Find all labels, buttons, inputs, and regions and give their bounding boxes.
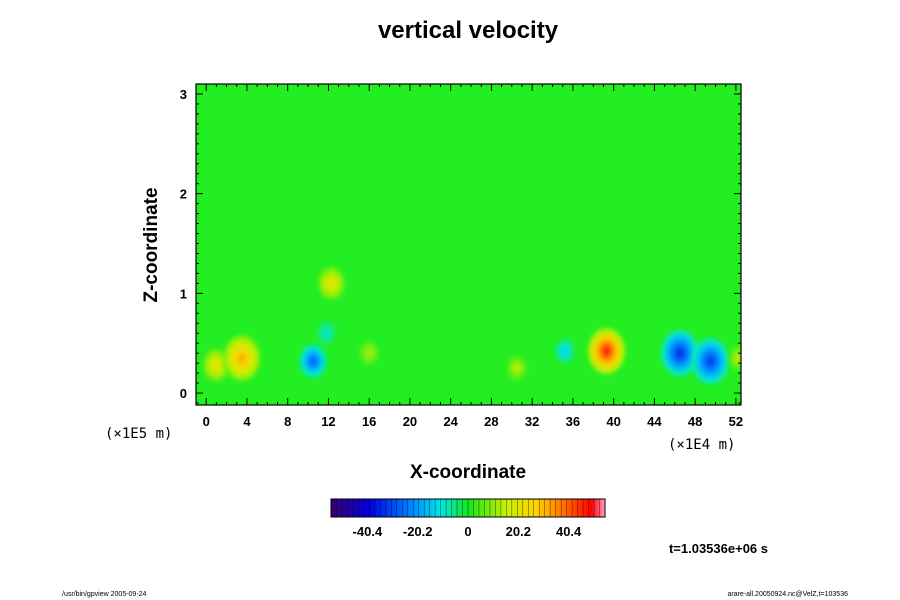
y-tick-label: 1: [180, 286, 187, 301]
x-tick-label: 48: [688, 414, 702, 429]
velocity-cell-updraft: [202, 348, 230, 382]
x-tick-label: 16: [362, 414, 376, 429]
velocity-cell-downdraft: [554, 338, 575, 364]
colorbar-tick-label: 20.2: [506, 524, 531, 539]
colorbar-tick-labels: -40.4 -20.2 0 20.2 40.4: [353, 524, 583, 539]
velocity-cell-downdraft: [299, 344, 327, 378]
velocity-cell-updraft: [223, 335, 261, 382]
velocity-cell-updraft: [317, 266, 346, 301]
velocity-contour: [562, 348, 567, 354]
colorbar-tick-label: 40.4: [556, 524, 582, 539]
colorbar-tick-label: 0: [464, 524, 471, 539]
x-tick-label: 44: [647, 414, 662, 429]
colorbar-frame: [330, 498, 606, 518]
x-tick-label: 0: [203, 414, 210, 429]
velocity-contour: [514, 365, 519, 371]
velocity-cell-updraft: [358, 340, 380, 366]
velocity-cell-downdraft: [661, 330, 699, 377]
velocity-contour: [367, 350, 372, 356]
x-tick-label: 8: [284, 414, 291, 429]
x-tick-label: 52: [729, 414, 743, 429]
velocity-contour: [324, 330, 329, 336]
footer-right: arare-all.20050924.nc@VelZ,t=103536: [727, 591, 848, 598]
x-axis: 0 4 8 12 16 20 24 28 32 36 40 44 48 52: [195, 84, 743, 429]
x-tick-label: 24: [443, 414, 458, 429]
velocity-contour: [328, 280, 335, 287]
y-axis-unit: (×1E5 m): [105, 426, 172, 442]
velocity-contour: [213, 361, 220, 369]
velocity-contour: [310, 357, 316, 365]
chart-title: vertical velocity: [378, 17, 559, 44]
velocity-field: [202, 266, 741, 385]
colorbar-tick-label: -40.4: [353, 524, 383, 539]
x-tick-label: 4: [243, 414, 251, 429]
footer-left: /usr/bin/gpview 2005-09-24: [62, 591, 147, 598]
velocity-cell-downdraft: [691, 338, 730, 385]
time-annotation: t=1.03536e+06 s: [669, 541, 768, 556]
velocity-contour: [706, 356, 715, 366]
velocity-contour: [602, 346, 611, 356]
velocity-cell-updraft: [506, 355, 528, 381]
velocity-contour: [736, 355, 741, 361]
y-axis-title: Z-coordinate: [141, 187, 162, 302]
plot-frame: [195, 83, 742, 406]
x-tick-label: 40: [606, 414, 620, 429]
x-tick-label: 12: [321, 414, 335, 429]
y-axis: 0 1 2 3: [180, 87, 741, 404]
velocity-contour: [676, 348, 684, 358]
velocity-cell-downdraft: [316, 320, 337, 346]
velocity-cell-updraft: [587, 328, 626, 375]
x-tick-label: 36: [566, 414, 580, 429]
colorbar-tick-label: -20.2: [403, 524, 433, 539]
y-tick-label: 2: [180, 187, 187, 202]
x-tick-label: 32: [525, 414, 539, 429]
x-tick-label: 28: [484, 414, 498, 429]
colorbar-dividers: [336, 499, 600, 517]
plot-area: [196, 84, 741, 405]
velocity-cell-updraft: [728, 345, 741, 371]
x-axis-title: X-coordinate: [410, 462, 526, 483]
x-tick-label: 20: [403, 414, 417, 429]
velocity-contour: [238, 353, 246, 363]
y-tick-label: 3: [180, 87, 187, 102]
y-tick-label: 0: [180, 386, 187, 401]
x-axis-unit: (×1E4 m): [668, 437, 735, 453]
